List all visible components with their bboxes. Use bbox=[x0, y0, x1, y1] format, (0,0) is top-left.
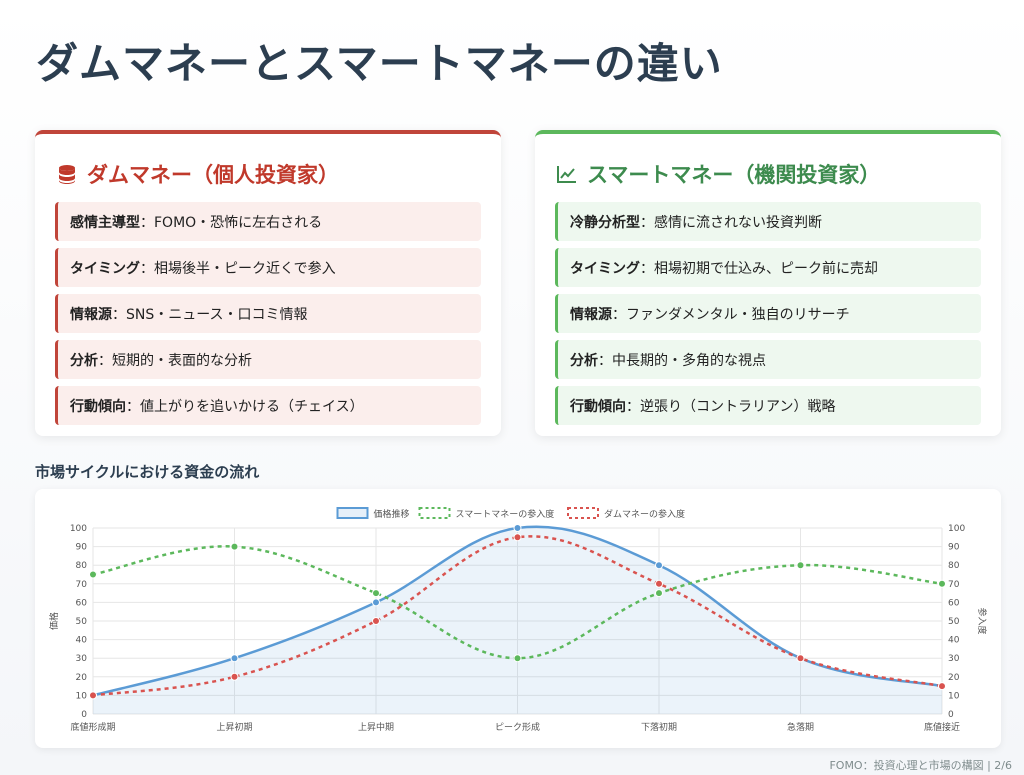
item-text: ：中長期的・多角的な視点 bbox=[598, 352, 766, 369]
item-label: 情報源 bbox=[70, 306, 112, 323]
series-area-0 bbox=[93, 526, 942, 714]
x-tick-label: 上昇初期 bbox=[216, 721, 252, 733]
legend-label-1: スマートマネーの参入度 bbox=[456, 508, 555, 520]
item-text: ：相場後半・ピーク近くで参入 bbox=[140, 260, 336, 277]
item-text: ：ファンダメンタル・独自のリサーチ bbox=[612, 306, 850, 323]
smart-item-0: 冷静分析型 ：感情に流されない投資判断 bbox=[555, 202, 981, 241]
smart-money-header: スマートマネー（機関投資家） bbox=[555, 156, 981, 192]
item-label: タイミング bbox=[570, 260, 640, 277]
x-tick-label: 下落初期 bbox=[641, 721, 677, 733]
item-label: 行動傾向 bbox=[570, 398, 626, 415]
data-point-s1-6 bbox=[938, 579, 946, 588]
y-left-tick-label: 50 bbox=[76, 617, 88, 627]
data-point-s0-3 bbox=[513, 524, 522, 532]
item-text: ：値上がりを追いかける（チェイス） bbox=[126, 398, 364, 415]
coins-icon bbox=[55, 162, 79, 186]
y-axis-label-left: 価格 bbox=[48, 612, 60, 630]
y-right-tick-label: 50 bbox=[948, 617, 960, 627]
data-point-s2-2 bbox=[372, 617, 380, 625]
y-left-tick-label: 80 bbox=[76, 561, 88, 571]
y-right-tick-label: 10 bbox=[948, 691, 960, 701]
y-right-tick-label: 100 bbox=[948, 524, 965, 534]
legend-label-2: ダムマネーの参入度 bbox=[604, 508, 685, 520]
dumb-money-header: ダムマネー（個人投資家） bbox=[55, 156, 481, 192]
data-point-s0-2 bbox=[372, 598, 380, 607]
y-axis-label-right: 参入度 bbox=[976, 607, 988, 634]
chart-section-title: 市場サイクルにおける資金の流れ bbox=[35, 463, 260, 481]
x-tick-label: 上昇中期 bbox=[358, 721, 394, 733]
smart-money-card: スマートマネー（機関投資家） 冷静分析型 ：感情に流されない投資判断 タイミング ：相… bbox=[535, 130, 1001, 436]
data-point-s2-6 bbox=[938, 682, 946, 691]
smart-money-heading: スマートマネー（機関投資家） bbox=[587, 163, 881, 187]
x-tick-label: 急落期 bbox=[787, 721, 814, 733]
smart-item-4: 行動傾向 ：逆張り（コントラリアン）戦略 bbox=[555, 386, 981, 425]
y-right-tick-label: 40 bbox=[948, 636, 960, 646]
dumb-item-3: 分析 ：短期的・表面的な分析 bbox=[55, 340, 481, 379]
item-text: ：短期的・表面的な分析 bbox=[98, 352, 252, 369]
data-point-s1-3 bbox=[513, 654, 522, 663]
item-label: 感情主導型 bbox=[70, 214, 140, 231]
y-left-tick-label: 90 bbox=[76, 543, 88, 553]
legend-swatch-1 bbox=[418, 507, 451, 519]
data-point-s0-1 bbox=[230, 654, 239, 663]
item-label: 行動傾向 bbox=[70, 398, 126, 415]
footer-text: FOMO：投資心理と市場の構図 | 2/6 bbox=[829, 759, 1012, 772]
legend-label-0: 価格推移 bbox=[374, 508, 410, 520]
y-left-tick-label: 100 bbox=[70, 524, 87, 534]
data-point-s0-4 bbox=[655, 561, 663, 570]
data-point-s2-0 bbox=[89, 691, 97, 700]
y-left-tick-label: 0 bbox=[81, 710, 87, 720]
legend-swatch-0 bbox=[336, 507, 369, 519]
y-left-tick-label: 70 bbox=[76, 580, 88, 590]
x-tick-label: 底値形成期 bbox=[70, 721, 115, 733]
chart-line-icon bbox=[555, 162, 579, 186]
smart-item-2: 情報源 ：ファンダメンタル・独自のリサーチ bbox=[555, 294, 981, 333]
data-point-s1-1 bbox=[230, 542, 239, 551]
data-point-s2-1 bbox=[230, 672, 239, 681]
data-point-s2-3 bbox=[513, 533, 522, 542]
y-right-tick-label: 20 bbox=[948, 673, 960, 683]
x-tick-label: ピーク形成 bbox=[495, 721, 540, 733]
dumb-item-2: 情報源 ：SNS・ニュース・口コミ情報 bbox=[55, 294, 481, 333]
item-text: ：SNS・ニュース・口コミ情報 bbox=[112, 306, 308, 323]
dumb-item-1: タイミング ：相場後半・ピーク近くで参入 bbox=[55, 248, 481, 287]
dumb-money-card: ダムマネー（個人投資家） 感情主導型 ：FOMO・恐怖に左右される タイミング ：相場… bbox=[35, 130, 501, 436]
smart-item-3: 分析 ：中長期的・多角的な視点 bbox=[555, 340, 981, 379]
data-point-s1-4 bbox=[655, 589, 663, 598]
y-right-tick-label: 0 bbox=[948, 710, 954, 720]
item-label: 分析 bbox=[70, 352, 98, 369]
smart-item-1: タイミング ：相場初期で仕込み、ピーク前に売却 bbox=[555, 248, 981, 287]
dumb-item-4: 行動傾向 ：値上がりを追いかける（チェイス） bbox=[55, 386, 481, 425]
data-point-s1-2 bbox=[372, 589, 380, 598]
item-label: 情報源 bbox=[570, 306, 612, 323]
data-point-s1-5 bbox=[796, 561, 805, 570]
x-tick-label: 底値接近 bbox=[924, 721, 960, 733]
item-text: ：逆張り（コントラリアン）戦略 bbox=[626, 398, 836, 415]
data-point-s2-5 bbox=[796, 654, 805, 663]
item-label: 冷静分析型 bbox=[570, 214, 640, 231]
item-text: ：FOMO・恐怖に左右される bbox=[140, 214, 323, 231]
page-title: ダムマネーとスマートマネーの違い bbox=[36, 39, 723, 88]
y-right-tick-label: 90 bbox=[948, 543, 960, 553]
item-text: ：感情に流されない投資判断 bbox=[640, 214, 822, 231]
y-right-tick-label: 60 bbox=[948, 598, 960, 608]
data-point-s1-0 bbox=[89, 570, 97, 579]
dumb-item-0: 感情主導型 ：FOMO・恐怖に左右される bbox=[55, 202, 481, 241]
y-left-tick-label: 10 bbox=[76, 691, 88, 701]
market-cycle-chart: 0 0 10 10 20 20 30 30 40 40 50 50 60 60 70 70 80 80 90 90 10… bbox=[35, 489, 1001, 748]
y-left-tick-label: 40 bbox=[76, 636, 88, 646]
item-label: 分析 bbox=[570, 352, 598, 369]
item-text: ：相場初期で仕込み、ピーク前に売却 bbox=[640, 260, 878, 277]
y-left-tick-label: 60 bbox=[76, 598, 88, 608]
y-right-tick-label: 70 bbox=[948, 580, 960, 590]
legend-swatch-2 bbox=[567, 507, 599, 519]
y-right-tick-label: 30 bbox=[948, 654, 960, 664]
y-right-tick-label: 80 bbox=[948, 561, 960, 571]
y-left-tick-label: 20 bbox=[76, 673, 88, 683]
chart-canvas: 0 0 10 10 20 20 30 30 40 40 50 50 60 60 70 70 80 80 90 90 10… bbox=[48, 507, 988, 733]
dumb-money-heading: ダムマネー（個人投資家） bbox=[87, 163, 339, 187]
y-left-tick-label: 30 bbox=[76, 654, 88, 664]
data-point-s2-4 bbox=[655, 579, 663, 588]
item-label: タイミング bbox=[70, 260, 140, 277]
